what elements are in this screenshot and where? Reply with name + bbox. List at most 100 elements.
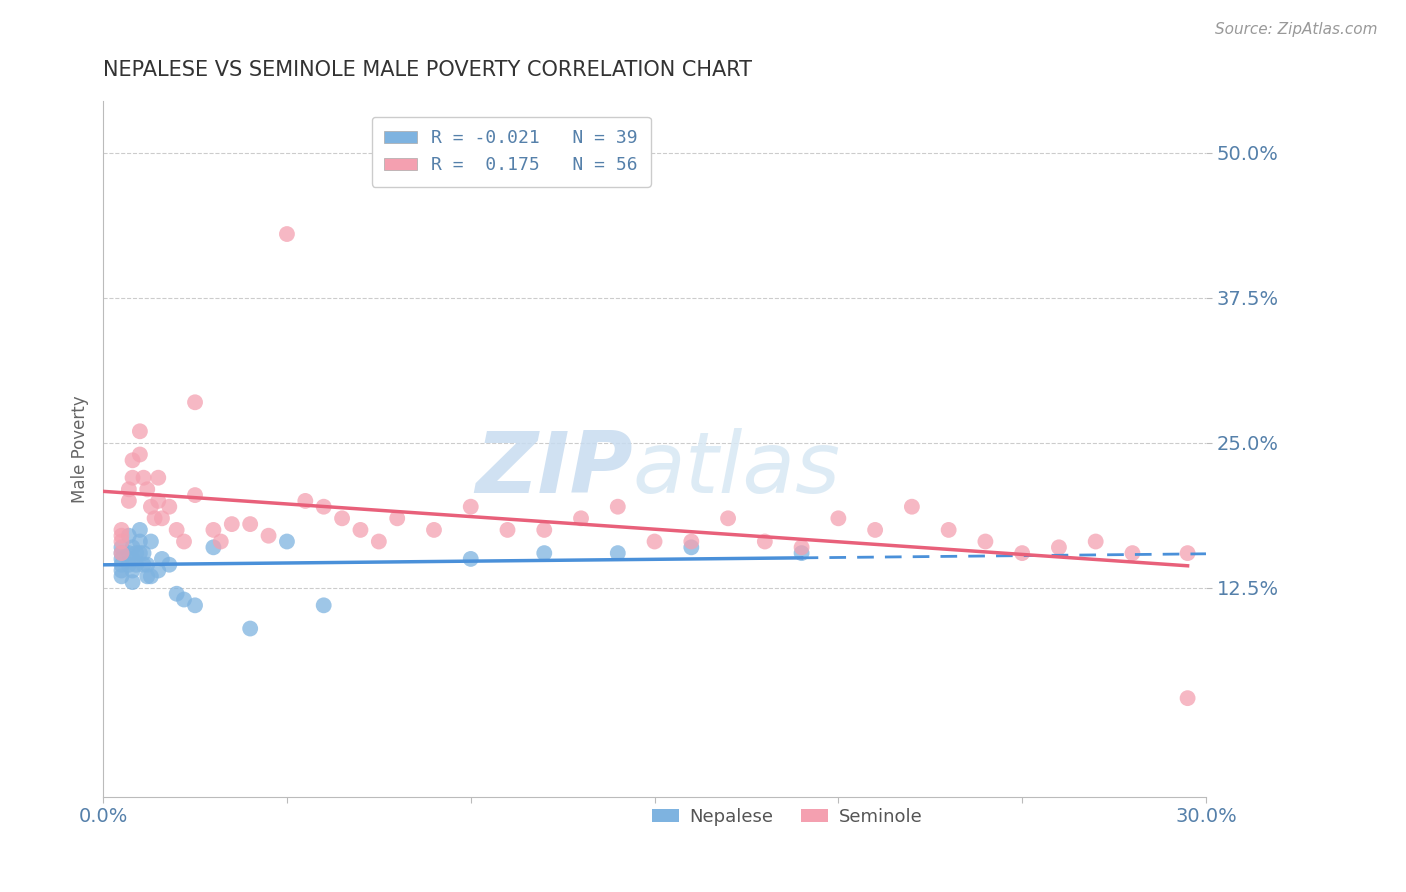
Point	[139, 534, 162, 549]
Point	[132, 558, 155, 572]
Point	[118, 546, 141, 560]
Point	[148, 471, 170, 485]
Text: NEPALESE VS SEMINOLE MALE POVERTY CORRELATION CHART: NEPALESE VS SEMINOLE MALE POVERTY CORREL…	[103, 60, 752, 79]
Point	[121, 471, 143, 485]
Point	[349, 523, 371, 537]
Point	[110, 523, 132, 537]
Point	[1121, 546, 1143, 560]
Point	[110, 529, 132, 543]
Point	[128, 546, 150, 560]
Point	[125, 546, 148, 560]
Point	[644, 534, 666, 549]
Point	[423, 523, 446, 537]
Point	[294, 494, 316, 508]
Point	[460, 500, 482, 514]
Point	[754, 534, 776, 549]
Point	[367, 534, 389, 549]
Point	[110, 552, 132, 566]
Point	[276, 534, 298, 549]
Text: Source: ZipAtlas.com: Source: ZipAtlas.com	[1215, 22, 1378, 37]
Point	[166, 523, 188, 537]
Point	[460, 552, 482, 566]
Point	[938, 523, 960, 537]
Point	[121, 575, 143, 590]
Point	[202, 523, 225, 537]
Point	[790, 541, 813, 555]
Point	[136, 569, 159, 583]
Point	[118, 494, 141, 508]
Point	[239, 517, 262, 532]
Point	[184, 395, 207, 409]
Point	[148, 564, 170, 578]
Point	[121, 552, 143, 566]
Point	[239, 622, 262, 636]
Point	[827, 511, 849, 525]
Point	[118, 558, 141, 572]
Point	[121, 564, 143, 578]
Point	[221, 517, 243, 532]
Point	[202, 541, 225, 555]
Point	[157, 558, 180, 572]
Text: atlas: atlas	[633, 428, 841, 511]
Point	[110, 558, 132, 572]
Point	[184, 599, 207, 613]
Point	[150, 552, 173, 566]
Point	[150, 511, 173, 525]
Point	[974, 534, 997, 549]
Point	[121, 541, 143, 555]
Text: ZIP: ZIP	[475, 428, 633, 511]
Point	[1177, 691, 1199, 706]
Point	[110, 546, 132, 560]
Point	[184, 488, 207, 502]
Point	[148, 494, 170, 508]
Point	[863, 523, 886, 537]
Point	[1177, 546, 1199, 560]
Point	[110, 564, 132, 578]
Point	[110, 541, 132, 555]
Point	[569, 511, 592, 525]
Point	[257, 529, 280, 543]
Point	[606, 546, 628, 560]
Legend: Nepalese, Seminole: Nepalese, Seminole	[644, 800, 929, 833]
Point	[717, 511, 740, 525]
Point	[143, 511, 166, 525]
Point	[118, 483, 141, 497]
Point	[209, 534, 232, 549]
Point	[166, 587, 188, 601]
Point	[110, 546, 132, 560]
Point	[496, 523, 519, 537]
Point	[681, 534, 703, 549]
Point	[110, 569, 132, 583]
Point	[125, 558, 148, 572]
Point	[533, 546, 555, 560]
Point	[118, 529, 141, 543]
Point	[173, 534, 195, 549]
Point	[132, 471, 155, 485]
Point	[136, 558, 159, 572]
Point	[330, 511, 353, 525]
Point	[173, 592, 195, 607]
Y-axis label: Male Poverty: Male Poverty	[72, 395, 89, 502]
Point	[128, 425, 150, 439]
Point	[276, 227, 298, 241]
Point	[790, 546, 813, 560]
Point	[121, 453, 143, 467]
Point	[387, 511, 409, 525]
Point	[128, 448, 150, 462]
Point	[110, 534, 132, 549]
Point	[132, 546, 155, 560]
Point	[139, 500, 162, 514]
Point	[1084, 534, 1107, 549]
Point	[312, 599, 335, 613]
Point	[136, 483, 159, 497]
Point	[1047, 541, 1070, 555]
Point	[681, 541, 703, 555]
Point	[128, 523, 150, 537]
Point	[1011, 546, 1033, 560]
Point	[139, 569, 162, 583]
Point	[533, 523, 555, 537]
Point	[312, 500, 335, 514]
Point	[901, 500, 924, 514]
Point	[157, 500, 180, 514]
Point	[606, 500, 628, 514]
